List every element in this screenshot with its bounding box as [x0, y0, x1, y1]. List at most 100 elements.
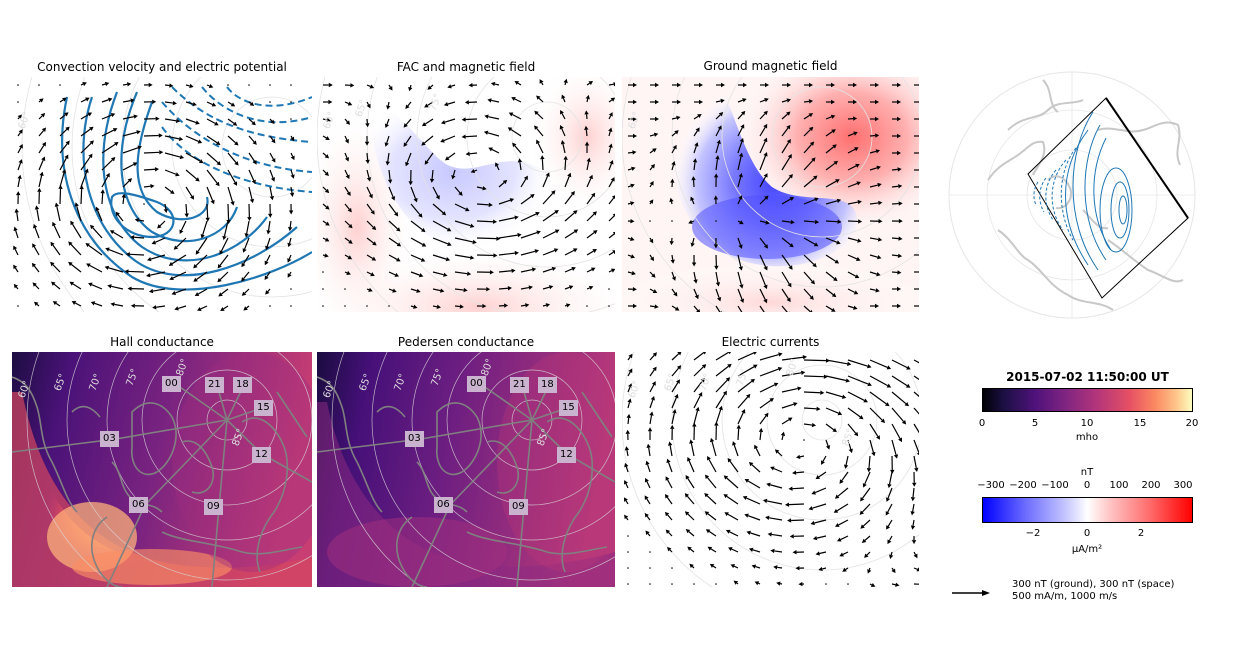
vector-arrow — [122, 116, 135, 120]
vector-arrow — [388, 186, 394, 198]
vector-arrow — [541, 159, 544, 171]
vector-arrow — [913, 567, 918, 570]
vector-arrow — [845, 455, 849, 466]
vector-arrow — [14, 248, 19, 256]
vector-arrow-head — [741, 409, 746, 414]
vector-arrow-head — [443, 272, 448, 277]
vector-arrow — [266, 271, 271, 277]
vector-arrow-head — [416, 288, 421, 293]
vector-arrow-head — [200, 234, 205, 239]
vector-arrow — [627, 254, 632, 257]
vector-arrow-head — [672, 144, 677, 150]
vector-arrow — [290, 186, 293, 194]
vector-arrow — [759, 271, 766, 286]
vector-arrow — [564, 286, 570, 290]
vector-arrow-head — [848, 448, 853, 454]
vector-arrow — [755, 447, 761, 457]
vector-arrow — [143, 185, 151, 188]
vector-arrow — [847, 288, 856, 293]
vector-arrow — [164, 118, 177, 122]
vector-arrow — [476, 186, 483, 189]
vector-arrow-head — [32, 282, 37, 287]
vector-arrow — [752, 549, 761, 553]
vector-arrow — [759, 237, 767, 246]
vector-arrow-head — [836, 537, 842, 542]
vector-arrow-head — [168, 261, 174, 266]
vector-arrow-head — [326, 117, 332, 123]
vector-arrow — [366, 203, 373, 212]
vector-arrow — [290, 288, 292, 290]
vector-arrow-head — [684, 493, 690, 498]
vector-arrow-head — [720, 310, 722, 312]
vector-arrow — [410, 203, 421, 215]
vector-arrow-head — [32, 243, 37, 248]
vector-arrow-head — [877, 237, 883, 242]
vector-arrow — [891, 567, 894, 571]
vector-arrow-head — [366, 177, 372, 182]
vector-arrow-head — [788, 486, 793, 491]
vector-arrow — [773, 467, 783, 473]
vector-arrow-head — [230, 102, 236, 107]
vector-arrow-head — [898, 184, 903, 189]
vector-arrow-head — [630, 236, 635, 241]
vector-arrow — [733, 444, 739, 457]
vector-arrow — [627, 567, 629, 569]
vector-arrow — [693, 583, 695, 585]
vector-arrow — [322, 135, 327, 139]
vector-arrow — [759, 127, 766, 137]
vector-arrow-head — [561, 94, 566, 100]
vector-arrow — [693, 162, 696, 171]
vector-arrow-head — [396, 227, 401, 232]
vector-arrow-head — [814, 219, 820, 225]
vector-arrow-head — [290, 174, 295, 179]
vector-arrow-head — [885, 402, 890, 407]
vector-arrow-head — [271, 158, 276, 163]
vector-arrow — [649, 354, 655, 361]
vector-arrow — [322, 271, 324, 273]
vector-arrow-head — [754, 581, 760, 586]
vector-arrow — [688, 531, 695, 537]
vector-arrow — [454, 305, 461, 308]
vector-arrow — [206, 135, 218, 144]
vector-arrow-head — [671, 161, 676, 166]
vector-arrow-head — [809, 82, 813, 88]
vector-arrow-head — [220, 306, 225, 311]
vector-arrow-head — [674, 130, 679, 135]
vector-arrow — [803, 305, 811, 312]
vector-arrow-head — [697, 114, 702, 119]
coastlines — [987, 79, 1184, 311]
vector-arrow — [759, 384, 776, 393]
vector-arrow-head — [608, 112, 613, 117]
vector-arrow-head — [793, 402, 798, 407]
vector-arrow-head — [133, 114, 138, 119]
vector-arrow-head — [875, 133, 880, 138]
vector-arrow — [627, 168, 632, 171]
vector-arrow-head — [651, 273, 656, 278]
vector-arrow-head — [808, 113, 814, 118]
vector-arrow-head — [887, 539, 892, 545]
vector-arrow — [759, 254, 767, 268]
vector-arrow-head — [897, 270, 902, 275]
vector-arrow — [727, 513, 739, 521]
vector-arrow-head — [649, 238, 654, 244]
vector-arrow-head — [786, 138, 791, 144]
vector-arrow-head — [384, 123, 390, 129]
vector-arrow — [708, 530, 717, 537]
vector-arrow-head — [624, 514, 629, 520]
vector-arrow-head — [509, 198, 515, 203]
legend-line-1: 300 nT (ground), 300 nT (space) — [1012, 579, 1175, 590]
vector-arrow — [219, 271, 229, 280]
vector-arrow-head — [517, 158, 523, 163]
vector-arrow — [913, 391, 919, 398]
vector-arrow-head — [773, 382, 779, 387]
vector-arrow — [366, 237, 374, 244]
vector-arrow — [715, 352, 729, 361]
vector-arrow — [825, 423, 835, 431]
vector-arrow-head — [369, 84, 375, 89]
vector-arrow — [152, 288, 166, 292]
vector-arrow-head — [880, 418, 886, 423]
vector-arrow-head — [898, 201, 903, 206]
vector-arrow-head — [845, 378, 851, 383]
vector-arrow-head — [115, 211, 120, 217]
vector-arrow-head — [287, 242, 292, 248]
